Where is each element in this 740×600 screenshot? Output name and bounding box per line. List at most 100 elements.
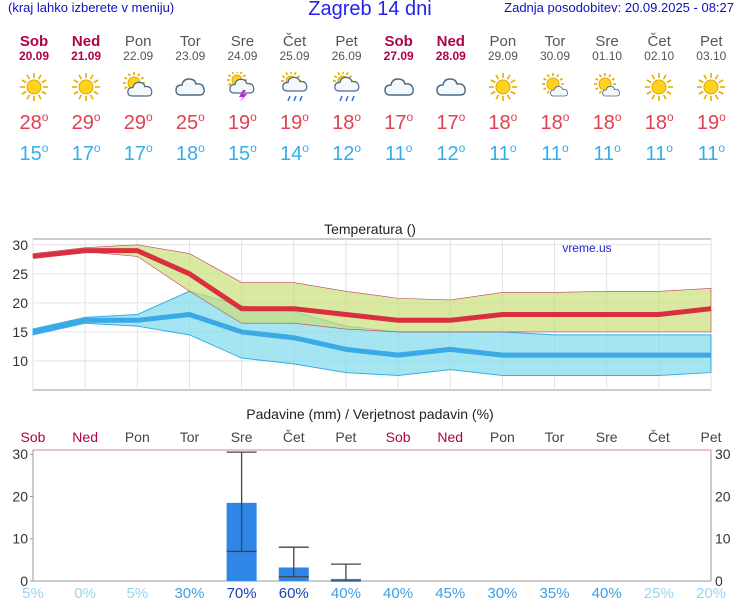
- day-date: 03.10: [696, 49, 727, 63]
- min-temperature: 11o: [697, 141, 726, 165]
- cloud-icon: [436, 72, 466, 102]
- max-temperature: 18o: [540, 110, 570, 134]
- sun-small-cloud-icon: [540, 72, 570, 102]
- sun-icon: [488, 72, 518, 102]
- precipitation-probability-label: 60%: [279, 585, 309, 600]
- day-name: Tor: [544, 33, 566, 50]
- precipitation-probability-label: 20%: [696, 585, 726, 600]
- max-temperature: 25o: [175, 110, 205, 134]
- day-column-20.09: Sob 20.09: [8, 34, 60, 62]
- day-column-03.10: Pet 03.10: [685, 34, 737, 62]
- min-temperature-line: [32, 312, 711, 358]
- temperature-y-tick: 25: [12, 266, 28, 282]
- page-title: Zagreb 14 dni: [308, 0, 432, 20]
- precipitation-y-tick-left: 20: [12, 488, 28, 504]
- temperature-chart-title: Temperatura (): [324, 221, 416, 237]
- day-date: 30.09: [539, 49, 571, 63]
- day-date: 29.09: [487, 49, 518, 63]
- day-date: 02.10: [644, 49, 675, 63]
- min-temperature: 11o: [593, 141, 621, 165]
- day-date: 20.09: [18, 49, 50, 63]
- day-date: 23.09: [175, 49, 206, 63]
- sun-cloud-icon: [123, 72, 153, 102]
- day-date: 21.09: [71, 49, 102, 63]
- day-name: Ned: [436, 33, 465, 50]
- sun-icon: [696, 72, 726, 102]
- sun-icon: [644, 72, 674, 102]
- precipitation-day-label: Sre: [231, 429, 253, 445]
- precipitation-day-label: Tor: [545, 429, 565, 445]
- temperature-y-tick: 20: [12, 295, 28, 311]
- precipitation-day-label: Pet: [335, 429, 356, 445]
- max-temperature: 29o: [71, 110, 101, 134]
- precipitation-day-label: Sob: [21, 429, 46, 445]
- precipitation-day-label: Čet: [648, 429, 670, 445]
- day-column-21.09: Ned 21.09: [60, 34, 112, 62]
- precipitation-probability-label: 30%: [174, 585, 204, 600]
- day-name: Sob: [19, 33, 49, 50]
- day-column-25.09: Čet 25.09: [269, 34, 321, 62]
- day-column-22.09: Pon 22.09: [112, 34, 164, 62]
- precipitation-probability-label: 5%: [22, 585, 44, 600]
- min-temperature: 11o: [384, 141, 413, 165]
- day-date: 26.09: [331, 49, 362, 63]
- forecast-charts: Temperatura () 10 15 20 25 30 vreme.us Padavine…: [12, 221, 731, 600]
- min-temperature: 17o: [71, 141, 101, 165]
- day-name: Sre: [230, 33, 255, 50]
- max-temperature: 29o: [123, 110, 153, 134]
- day-name: Sre: [595, 33, 619, 50]
- precipitation-probability-label: 45%: [435, 585, 465, 600]
- day-name: Sob: [384, 33, 413, 50]
- location-menu-hint[interactable]: (kraj lahko izberete v meniju): [8, 0, 175, 15]
- precipitation-day-label: Pon: [125, 429, 150, 445]
- precipitation-y-tick-right: 0: [715, 573, 723, 589]
- max-temperature: 18o: [332, 110, 362, 134]
- day-date: 01.10: [592, 49, 623, 63]
- thunderstorm-icon: [227, 70, 257, 102]
- max-temperature: 17o: [436, 110, 466, 134]
- day-name: Pon: [489, 33, 517, 50]
- min-temperature: 12o: [436, 141, 466, 165]
- max-temperature: 28o: [19, 110, 49, 134]
- day-column-01.10: Sre 01.10: [581, 34, 633, 62]
- precipitation-day-label: Pon: [490, 429, 515, 445]
- precipitation-y-tick-left: 10: [12, 531, 28, 547]
- max-temperature-line: [32, 248, 712, 323]
- max-temperature: 17o: [384, 110, 414, 134]
- precipitation-y-tick-left: 30: [12, 446, 28, 462]
- day-column-28.09: Ned 28.09: [425, 34, 477, 62]
- spacer-band: [0, 170, 740, 214]
- day-column-30.09: Tor 30.09: [529, 34, 581, 62]
- day-column-27.09: Sob 27.09: [373, 34, 425, 62]
- day-name: Ned: [71, 33, 101, 50]
- precipitation-y-tick-right: 20: [715, 488, 731, 504]
- min-temperature: 11o: [645, 141, 673, 165]
- sun-cloud-rain-icon: [332, 71, 362, 102]
- day-name: Čet: [282, 33, 307, 50]
- min-temperature: 17o: [123, 141, 153, 165]
- day-name: Tor: [179, 33, 201, 50]
- day-name: Pon: [124, 33, 152, 50]
- precipitation-day-label: Sre: [596, 429, 618, 445]
- precipitation-probability-label: 30%: [487, 585, 517, 600]
- min-temperature: 15o: [19, 141, 49, 165]
- min-temperature: 12o: [332, 141, 362, 165]
- last-update-timestamp: Zadnja posodobitev: 20.09.2025 - 08:27: [504, 0, 734, 15]
- precipitation-probability-label: 5%: [126, 585, 148, 600]
- precipitation-probability-label: 35%: [540, 585, 570, 600]
- day-date: 28.09: [435, 49, 466, 63]
- precipitation-day-label: Ned: [72, 429, 98, 445]
- min-temperature: 11o: [489, 141, 517, 165]
- day-date: 27.09: [383, 49, 414, 63]
- cloud-icon: [175, 72, 206, 102]
- day-name: Čet: [647, 33, 671, 50]
- precipitation-day-label: Sob: [386, 429, 411, 445]
- max-temperature: 19o: [227, 110, 257, 134]
- day-date: 25.09: [279, 49, 310, 63]
- day-column-23.09: Tor 23.09: [164, 34, 216, 62]
- temperature-y-tick: 10: [12, 353, 28, 369]
- day-column-24.09: Sre 24.09: [216, 34, 268, 62]
- day-name: Pet: [700, 33, 723, 50]
- min-temperature: 18o: [175, 141, 205, 165]
- cloud-icon: [383, 72, 414, 102]
